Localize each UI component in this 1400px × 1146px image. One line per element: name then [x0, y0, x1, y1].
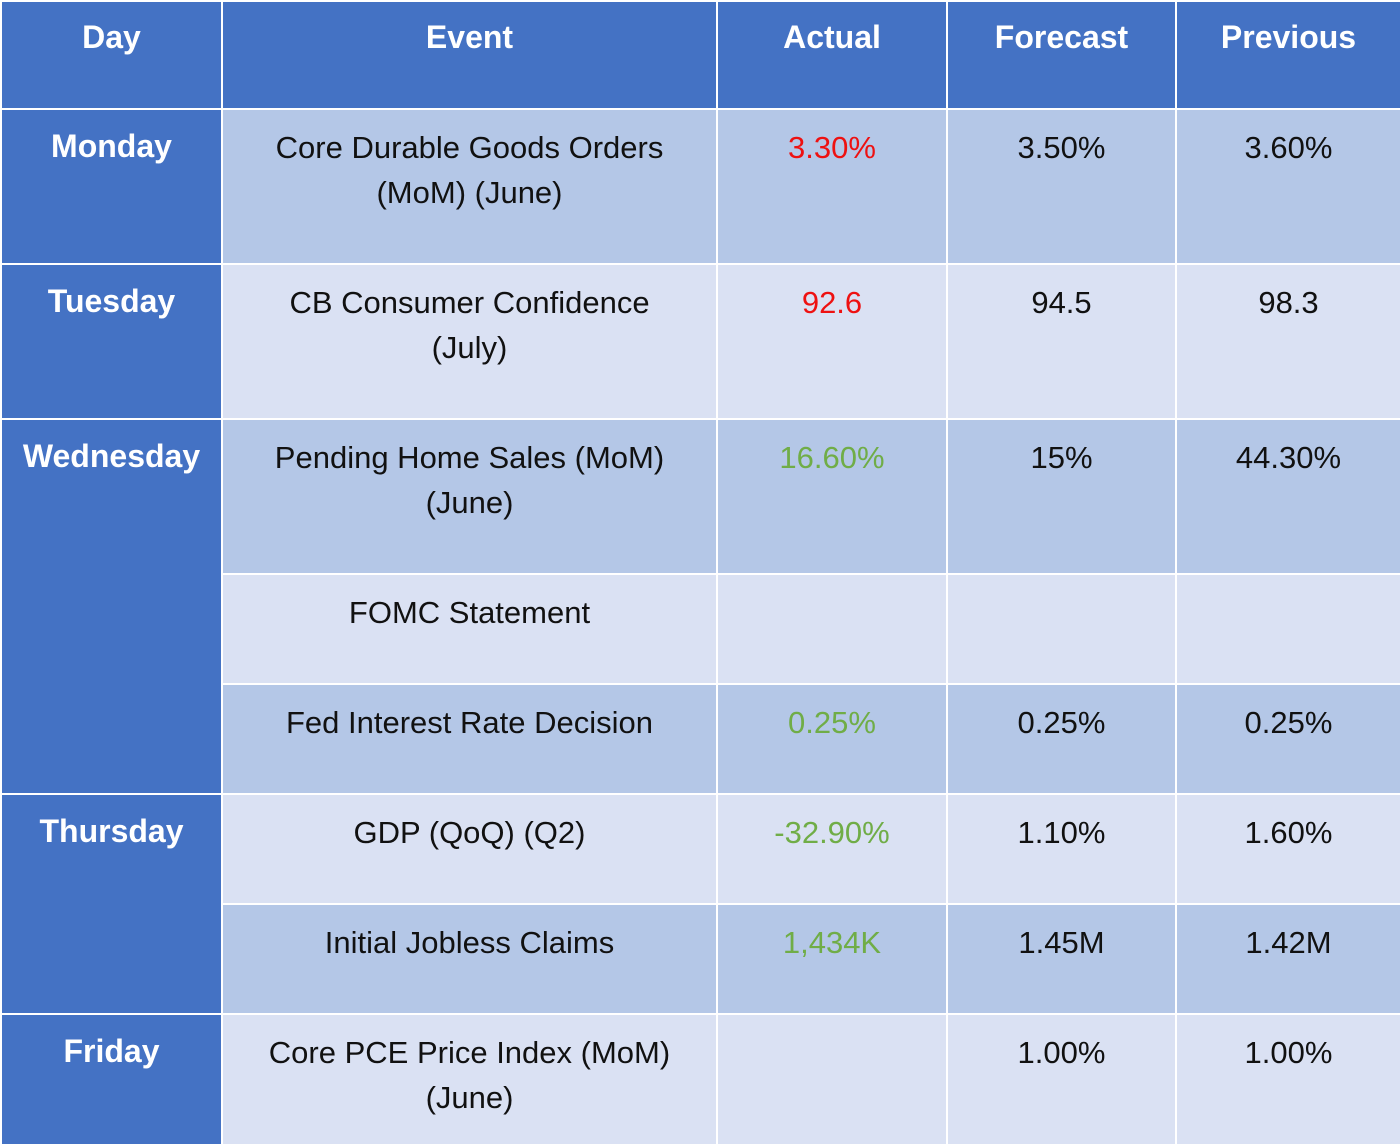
event-line-1: Core Durable Goods Orders [275, 130, 664, 165]
event-line-2: (July) [431, 330, 508, 365]
table-row: Initial Jobless Claims 1,434K 1.45M 1.42… [1, 903, 1400, 1015]
forecast-cell: 15% [946, 418, 1177, 575]
header-previous: Previous [1175, 0, 1400, 110]
event-cell: CB Consumer Confidence (July) [221, 263, 718, 420]
table-row: FOMC Statement [1, 573, 1400, 685]
event-cell: Fed Interest Rate Decision [221, 683, 718, 795]
forecast-cell: 1.45M [946, 903, 1177, 1015]
actual-cell [716, 1013, 948, 1146]
forecast-cell: 1.10% [946, 793, 1177, 905]
table-row: Wednesday Pending Home Sales (MoM) (June)… [0, 418, 1400, 795]
header-actual: Actual [716, 0, 948, 110]
previous-cell: 98.3 [1175, 263, 1400, 420]
previous-cell: 44.30% [1175, 418, 1400, 575]
table-row: Tuesday CB Consumer Confidence (July) 92.… [0, 263, 1400, 420]
header-forecast: Forecast [946, 0, 1177, 110]
actual-cell: 0.25% [716, 683, 948, 795]
event-line-2: (June) [425, 485, 514, 520]
event-cell: FOMC Statement [221, 573, 718, 685]
previous-cell: 3.60% [1175, 108, 1400, 265]
forecast-cell: 0.25% [946, 683, 1177, 795]
event-line-1: Pending Home Sales (MoM) [274, 440, 665, 475]
event-line-2: (June) [425, 1080, 514, 1115]
actual-cell: 3.30% [716, 108, 948, 265]
previous-cell: 0.25% [1175, 683, 1400, 795]
header-row: Day Event Actual Forecast Previous [0, 0, 1400, 110]
event-line-2: (MoM) (June) [376, 175, 563, 210]
day-tuesday: Tuesday [0, 263, 223, 420]
day-monday: Monday [0, 108, 223, 265]
table-row: Fed Interest Rate Decision 0.25% 0.25% 0… [1, 683, 1400, 795]
actual-cell: 16.60% [716, 418, 948, 575]
previous-cell [1175, 573, 1400, 685]
header-event: Event [221, 0, 718, 110]
header-day: Day [0, 0, 223, 110]
day-thursday: Thursday [0, 793, 223, 1015]
event-cell: GDP (QoQ) (Q2) [221, 793, 718, 905]
previous-cell: 1.00% [1175, 1013, 1400, 1146]
actual-cell [716, 573, 948, 685]
event-cell: Initial Jobless Claims [221, 903, 718, 1015]
event-line-1: Core PCE Price Index (MoM) [268, 1035, 671, 1070]
table-row: Thursday GDP (QoQ) (Q2) -32.90% 1.10% 1.… [0, 793, 1400, 1015]
event-line-1: CB Consumer Confidence [289, 285, 650, 320]
actual-cell: 1,434K [716, 903, 948, 1015]
previous-cell: 1.60% [1175, 793, 1400, 905]
forecast-cell: 3.50% [946, 108, 1177, 265]
actual-cell: 92.6 [716, 263, 948, 420]
table-row: Friday Core PCE Price Index (MoM) (June) … [0, 1013, 1400, 1146]
forecast-cell [946, 573, 1177, 685]
forecast-cell: 94.5 [946, 263, 1177, 420]
actual-cell: -32.90% [716, 793, 948, 905]
event-cell: Pending Home Sales (MoM) (June) [221, 418, 718, 575]
day-wednesday: Wednesday [0, 418, 223, 795]
forecast-cell: 1.00% [946, 1013, 1177, 1146]
event-cell: Core PCE Price Index (MoM) (June) [221, 1013, 718, 1146]
event-cell: Core Durable Goods Orders (MoM) (June) [221, 108, 718, 265]
table-row: Monday Core Durable Goods Orders (MoM) (J… [0, 108, 1400, 265]
previous-cell: 1.42M [1175, 903, 1400, 1015]
day-friday: Friday [0, 1013, 223, 1146]
